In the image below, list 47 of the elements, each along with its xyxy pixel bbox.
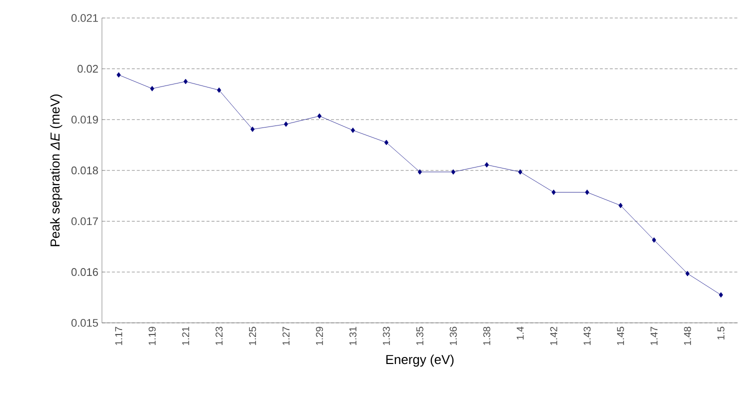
y-tick-label: 0.018 — [71, 166, 98, 174]
y-tick-label: 0.015 — [71, 319, 98, 327]
point — [350, 128, 355, 134]
point — [652, 237, 656, 243]
x-tick-label: 1.45 — [617, 326, 624, 346]
x-axis-title: Energy (eV) — [386, 354, 454, 367]
x-tick-label: 1.29 — [316, 326, 323, 346]
x-tick-label: 1.21 — [182, 326, 190, 346]
x-tick-label: 1.38 — [483, 326, 490, 346]
point — [250, 126, 255, 132]
x-tick-label: 1.4 — [516, 326, 524, 340]
x-tick-label: 1.35 — [416, 326, 424, 346]
point — [116, 72, 121, 78]
point — [552, 190, 556, 196]
point — [384, 140, 388, 146]
y-tick-label: 0.02 — [78, 65, 98, 73]
point — [685, 270, 690, 276]
x-tick-label: 1.31 — [349, 326, 356, 346]
y-axis-title: Peak separation ΔE (meV) — [50, 94, 62, 246]
y-tick-label: 0.016 — [71, 268, 98, 276]
point — [618, 202, 623, 208]
x-tick-label: 1.42 — [550, 326, 558, 346]
point — [317, 113, 322, 119]
point — [585, 190, 590, 196]
point — [284, 122, 288, 127]
x-tick-label: 1.33 — [382, 326, 390, 346]
y-tick-label: 0.021 — [71, 14, 98, 22]
x-tick-label: 1.27 — [282, 326, 290, 346]
point — [184, 78, 188, 84]
point — [518, 169, 522, 175]
point — [718, 292, 724, 298]
y-tick-label: 0.019 — [71, 116, 98, 124]
x-tick-label: 1.43 — [584, 326, 591, 346]
point — [418, 169, 422, 175]
x-tick-label: 1.19 — [148, 326, 156, 346]
point — [484, 162, 489, 168]
y-tick-label: 0.017 — [71, 217, 98, 226]
x-tick-label: 1.5 — [717, 326, 724, 340]
x-tick-label: 1.47 — [650, 326, 658, 346]
x-tick-label: 1.48 — [684, 326, 692, 346]
x-tick-label: 1.17 — [115, 326, 122, 346]
x-tick-label: 1.23 — [216, 326, 223, 346]
x-tick-label: 1.25 — [249, 326, 256, 346]
point — [150, 86, 154, 92]
point — [451, 169, 456, 175]
x-tick-label: 1.36 — [450, 326, 457, 346]
point — [216, 88, 222, 93]
